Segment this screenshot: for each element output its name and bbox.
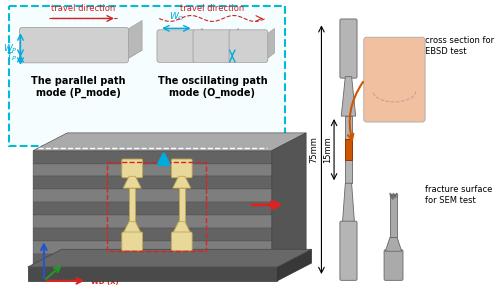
Polygon shape xyxy=(386,238,402,251)
Bar xyxy=(178,188,185,222)
FancyBboxPatch shape xyxy=(340,19,357,78)
FancyBboxPatch shape xyxy=(340,221,357,280)
Polygon shape xyxy=(272,133,306,267)
Bar xyxy=(107,162,206,251)
Polygon shape xyxy=(123,176,141,188)
Polygon shape xyxy=(126,21,142,60)
FancyBboxPatch shape xyxy=(157,30,196,62)
FancyBboxPatch shape xyxy=(172,159,192,178)
FancyBboxPatch shape xyxy=(384,250,403,280)
Text: travel direction: travel direction xyxy=(180,4,244,13)
Polygon shape xyxy=(33,202,272,215)
Bar xyxy=(390,195,397,238)
FancyBboxPatch shape xyxy=(364,37,425,122)
Polygon shape xyxy=(230,28,238,60)
Polygon shape xyxy=(33,254,272,267)
Text: cross section for
EBSD test: cross section for EBSD test xyxy=(425,36,494,56)
Polygon shape xyxy=(33,150,272,164)
Text: $T_P$: $T_P$ xyxy=(6,51,18,63)
Polygon shape xyxy=(33,190,272,202)
FancyBboxPatch shape xyxy=(172,232,192,251)
Text: The parallel path
mode (P_mode): The parallel path mode (P_mode) xyxy=(31,76,126,97)
Bar xyxy=(8,6,285,146)
Polygon shape xyxy=(33,133,306,150)
Polygon shape xyxy=(28,249,312,267)
Bar xyxy=(346,116,352,183)
Bar xyxy=(129,188,136,222)
Text: $T_O$: $T_O$ xyxy=(235,51,247,63)
Polygon shape xyxy=(173,222,191,234)
Polygon shape xyxy=(342,183,355,239)
Polygon shape xyxy=(33,228,272,241)
Text: fracture surface
for SEM test: fracture surface for SEM test xyxy=(425,185,492,204)
Polygon shape xyxy=(123,222,141,234)
Text: The oscillating path
mode (O_mode): The oscillating path mode (O_mode) xyxy=(158,76,267,97)
Polygon shape xyxy=(233,53,273,60)
Polygon shape xyxy=(33,164,272,176)
Polygon shape xyxy=(173,176,191,188)
Polygon shape xyxy=(197,53,236,60)
Polygon shape xyxy=(342,77,355,116)
Text: $W_O$: $W_O$ xyxy=(168,11,184,24)
Text: TD
(Y): TD (Y) xyxy=(68,254,78,268)
FancyBboxPatch shape xyxy=(122,232,142,251)
FancyBboxPatch shape xyxy=(229,30,268,62)
Polygon shape xyxy=(33,176,272,190)
FancyBboxPatch shape xyxy=(20,27,128,63)
Polygon shape xyxy=(28,267,278,281)
Bar xyxy=(346,139,352,161)
Polygon shape xyxy=(161,53,200,60)
Polygon shape xyxy=(194,28,202,60)
Text: 75mm: 75mm xyxy=(310,136,318,163)
FancyBboxPatch shape xyxy=(122,159,142,178)
Text: WD (X): WD (X) xyxy=(90,279,118,285)
Polygon shape xyxy=(33,241,272,254)
Text: travel direction: travel direction xyxy=(50,4,115,13)
Text: $W_P$: $W_P$ xyxy=(3,43,18,55)
Text: BD
(Z): BD (Z) xyxy=(38,221,50,234)
Text: 15mm: 15mm xyxy=(324,136,332,163)
FancyBboxPatch shape xyxy=(193,30,232,62)
Polygon shape xyxy=(22,50,142,60)
Polygon shape xyxy=(266,28,274,60)
Polygon shape xyxy=(278,249,312,281)
Polygon shape xyxy=(33,215,272,228)
